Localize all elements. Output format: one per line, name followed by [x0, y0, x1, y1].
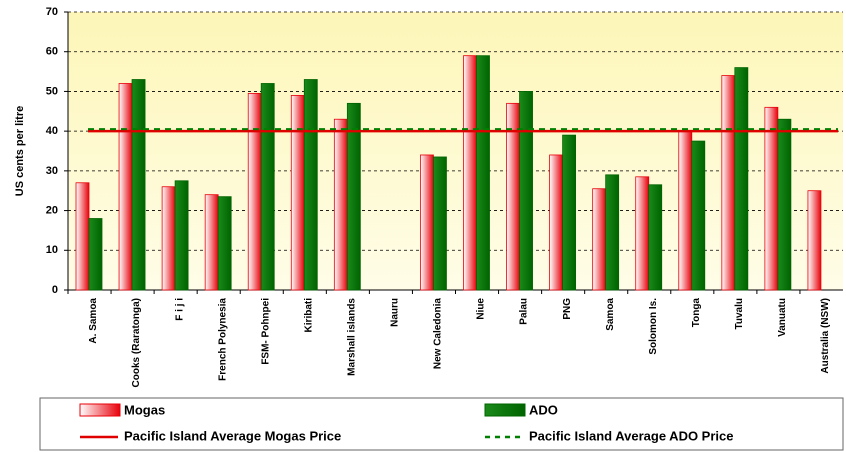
legend-label: Pacific Island Average ADO Price [529, 428, 733, 443]
legend-box [39, 397, 844, 451]
bar [420, 154, 434, 291]
bar [217, 196, 232, 291]
bar [204, 194, 219, 291]
bar [346, 102, 361, 291]
y-axis-label: US cents per litre [14, 106, 26, 196]
x-tick-label: F i j i [174, 298, 185, 321]
x-tick-label: Nauru [390, 298, 401, 327]
bar [777, 118, 792, 291]
bar [174, 180, 189, 291]
legend-swatch [79, 403, 121, 417]
y-tick-label: 60 [46, 46, 58, 58]
bar [333, 118, 348, 291]
x-tick-label: PNG [562, 298, 573, 320]
bar [433, 156, 447, 291]
bar [519, 91, 533, 291]
bar [562, 134, 577, 291]
x-tick-label: Australia (NSW) [820, 298, 831, 374]
bar [303, 79, 318, 291]
x-tick-label: Kiribati [303, 298, 314, 333]
x-tick-label: Tonga [691, 298, 702, 328]
x-tick-label: Vanuatu [777, 298, 788, 337]
bar [75, 182, 90, 291]
bar [807, 190, 822, 291]
bar [691, 140, 706, 291]
y-tick-label: 30 [46, 165, 58, 177]
bar [247, 93, 262, 291]
x-tick-label: Palau [519, 298, 530, 325]
y-tick-label: 10 [46, 244, 58, 256]
bar [118, 83, 133, 291]
x-tick-label: Cooks (Raratonga) [131, 298, 142, 387]
legend-label: ADO [529, 402, 558, 417]
x-tick-label: Marshall islands [347, 298, 358, 376]
legend-label: Pacific Island Average Mogas Price [124, 428, 341, 443]
bar [721, 75, 736, 291]
plot-area [68, 12, 843, 290]
x-tick-label: FSM- Pohnpei [260, 298, 271, 365]
legend-swatch [484, 403, 526, 417]
bar [260, 83, 275, 291]
x-tick-label: Niue [476, 298, 487, 320]
bar [131, 79, 146, 291]
x-tick-label: Solomon Is. [648, 298, 659, 355]
bar [635, 176, 650, 291]
legend-label: Mogas [124, 402, 165, 417]
bar [678, 130, 693, 291]
x-tick-label: New Caledonia [433, 298, 444, 370]
bar [88, 218, 103, 291]
bar [764, 106, 779, 291]
bar [476, 55, 490, 291]
y-tick-label: 20 [46, 204, 58, 216]
y-tick-label: 70 [46, 6, 58, 18]
x-tick-label: Samoa [605, 298, 616, 331]
bar [463, 55, 477, 291]
x-tick-label: French Polynesia [217, 298, 228, 381]
bar [605, 174, 620, 291]
bar [290, 95, 305, 291]
bar [734, 67, 749, 291]
y-tick-label: 0 [52, 284, 58, 296]
bar [592, 188, 607, 291]
y-tick-label: 50 [46, 85, 58, 97]
y-tick-label: 40 [46, 125, 58, 137]
bar [549, 154, 564, 291]
bar [648, 184, 663, 291]
bar [161, 186, 176, 291]
x-tick-label: A. Samoa [88, 298, 99, 344]
x-tick-label: Tuvalu [734, 298, 745, 329]
